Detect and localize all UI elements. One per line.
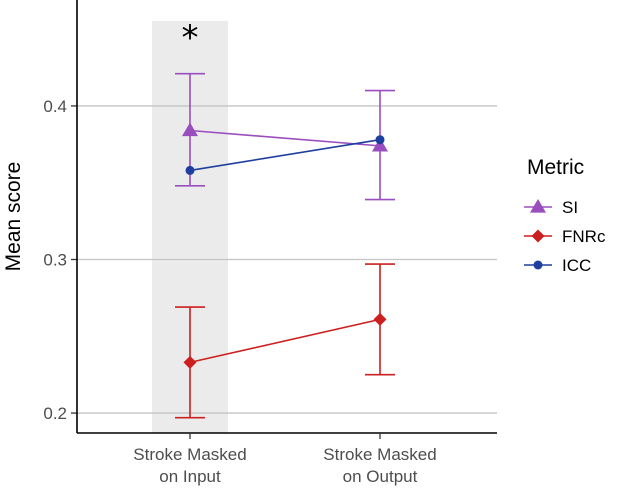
data-point: [375, 135, 385, 145]
legend-label: ICC: [562, 256, 591, 275]
significance-marker: *: [182, 18, 199, 58]
legend-key-marker: [530, 199, 546, 213]
legend-key-marker: [531, 229, 545, 243]
gridlines: [77, 105, 497, 414]
legend-item-fnrc: FNRc: [524, 227, 606, 246]
labels: 0.2 0.3 0.4 Stroke Masked on Input Stroke Mas…: [2, 18, 437, 486]
y-axis-title: Mean score: [2, 162, 25, 272]
y-tick-label: 0.3: [43, 250, 67, 269]
series-fnrc: [175, 263, 395, 419]
y-tick-label: 0.4: [43, 97, 67, 116]
y-tick-label: 0.2: [43, 404, 67, 423]
series-line: [189, 138, 381, 172]
data-point: [373, 312, 387, 326]
legend: Metric SI FNRc ICC: [524, 156, 606, 275]
data-point: [185, 165, 195, 175]
series-layer: [175, 72, 395, 419]
legend-label: FNRc: [562, 227, 606, 246]
data-point: [182, 122, 198, 137]
legend-key-marker: [533, 260, 543, 270]
legend-title: Metric: [527, 156, 584, 179]
data-point: [183, 355, 197, 369]
series-icc: [185, 135, 385, 175]
x-tick-label: Stroke Masked: [133, 445, 246, 464]
x-tick-label: Stroke Masked: [323, 445, 436, 464]
series-line: [189, 318, 381, 364]
legend-item-icc: ICC: [524, 256, 591, 275]
series-line: [189, 129, 381, 147]
axes: [71, 0, 497, 439]
legend-label: SI: [562, 198, 578, 217]
x-tick-label: on Input: [159, 467, 221, 486]
x-tick-label: on Output: [343, 467, 418, 486]
data-point: [372, 137, 388, 152]
legend-item-si: SI: [524, 198, 578, 217]
